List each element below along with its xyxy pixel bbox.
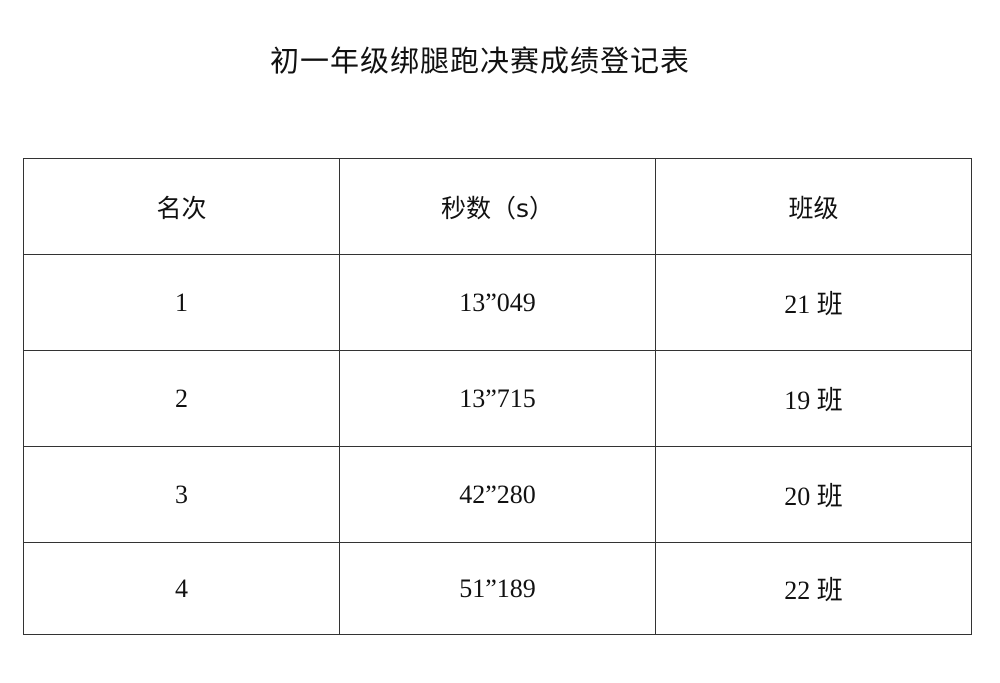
table-row: 1 13”049 21 班 bbox=[23, 254, 972, 351]
cell-rank: 4 bbox=[23, 542, 340, 635]
cell-class: 20 班 bbox=[655, 446, 972, 543]
cell-seconds: 13”715 bbox=[339, 350, 656, 447]
cell-seconds: 13”049 bbox=[339, 254, 656, 351]
table-row: 4 51”189 22 班 bbox=[23, 542, 972, 635]
cell-seconds: 42”280 bbox=[339, 446, 656, 543]
cell-class: 21 班 bbox=[655, 254, 972, 351]
cell-rank: 3 bbox=[23, 446, 340, 543]
cell-class: 22 班 bbox=[655, 542, 972, 635]
header-rank: 名次 bbox=[23, 158, 340, 255]
table-row: 2 13”715 19 班 bbox=[23, 350, 972, 447]
header-seconds: 秒数（s） bbox=[339, 158, 656, 255]
document-title: 初一年级绑腿跑决赛成绩登记表 bbox=[269, 44, 690, 78]
header-class: 班级 bbox=[655, 158, 972, 255]
cell-rank: 2 bbox=[23, 350, 340, 447]
results-table: 名次 秒数（s） 班级 1 13”049 21 班 2 13”715 19 班 … bbox=[23, 158, 972, 635]
cell-seconds: 51”189 bbox=[339, 542, 656, 635]
table-row: 3 42”280 20 班 bbox=[23, 446, 972, 543]
cell-rank: 1 bbox=[23, 254, 340, 351]
cell-class: 19 班 bbox=[655, 350, 972, 447]
table-header-row: 名次 秒数（s） 班级 bbox=[23, 158, 972, 255]
